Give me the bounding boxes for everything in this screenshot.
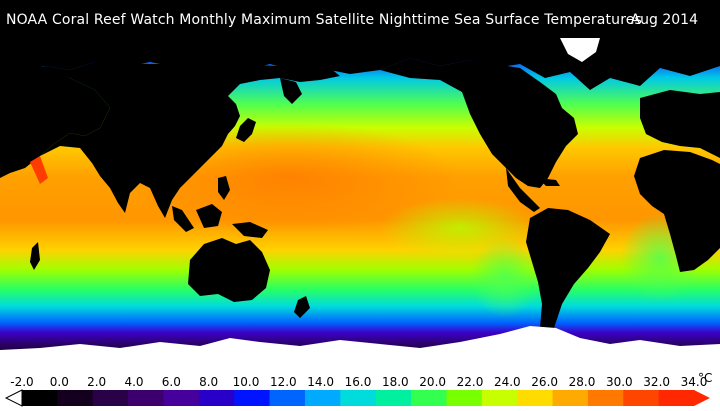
legend-color-swatch (304, 390, 341, 406)
legend-color-swatch (128, 390, 164, 406)
landmass-kamchatka (280, 78, 302, 104)
landmass-europe (640, 90, 720, 158)
map-header: NOAA Coral Reef Watch Monthly Maximum Sa… (0, 0, 720, 38)
arctic-landmass (0, 38, 720, 90)
legend-tick-label: 32.0 (643, 375, 670, 389)
landmass-eurasia-west (0, 66, 110, 178)
sst-map (0, 38, 720, 369)
greenland-ice (560, 38, 600, 62)
legend-tick-label: 22.0 (457, 375, 484, 389)
red-sea-hot-water (30, 156, 48, 184)
landmass-new-zealand (294, 296, 310, 318)
landmass-north-america (380, 58, 578, 188)
legend-tick-label: 10.0 (233, 375, 260, 389)
landmass-madagascar (30, 242, 40, 270)
legend-max-arrow (694, 390, 710, 406)
landmass-australia (188, 238, 270, 302)
legend-color-swatch (57, 390, 94, 406)
legend-color-swatch (623, 390, 660, 406)
legend-unit: °C (698, 371, 712, 385)
landmass-cuba (538, 178, 560, 186)
landmass-south-america (526, 208, 610, 338)
legend-color-swatch (517, 390, 554, 406)
legend-min-arrow (4, 389, 23, 407)
legend-tick-label: 8.0 (199, 375, 218, 389)
landmass-philippines (218, 176, 230, 200)
legend-color-swatch (411, 390, 447, 406)
legend-color-swatch (269, 390, 306, 406)
landmass-new-guinea (232, 222, 268, 238)
legend-tick-label: 14.0 (307, 375, 334, 389)
legend-tick-label: 28.0 (569, 375, 596, 389)
legend-tick-label: 2.0 (87, 375, 106, 389)
peru-cold-current (470, 238, 540, 318)
landmass-japan (236, 118, 256, 142)
legend-color-swatch (92, 390, 129, 406)
landmass-sumatra (172, 206, 194, 232)
legend-tick-label: 6.0 (162, 375, 181, 389)
legend-tick-label: 30.0 (606, 375, 633, 389)
legend-color-swatch (375, 390, 412, 406)
legend-tick-label: 34.0 (681, 375, 708, 389)
antarctica-ice (0, 326, 720, 369)
landmass-central-america (506, 168, 540, 212)
map-title: NOAA Coral Reef Watch Monthly Maximum Sa… (6, 12, 643, 28)
legend-graphic: -2.0 0.0 2.0 4.0 6.0 8.0 10.0 12.0 14.0 16.0 18.0 2… (4, 371, 712, 407)
landmass-africa (634, 150, 720, 272)
legend-color-swatch (22, 390, 58, 406)
legend-color-swatch (340, 390, 377, 406)
legend-tick-label: 0.0 (50, 375, 69, 389)
legend-tick-label: 12.0 (270, 375, 297, 389)
legend-tick-label: 26.0 (531, 375, 558, 389)
legend-color-swatch (163, 390, 200, 406)
legend-tick-label: 20.0 (419, 375, 446, 389)
legend-color-swatch (587, 390, 624, 406)
landmass-borneo (196, 204, 222, 228)
legend-tick-label: 18.0 (382, 375, 409, 389)
legend-tick-label: -2.0 (10, 375, 33, 389)
legend-color-swatch (198, 390, 235, 406)
legend-color-swatch (552, 390, 589, 406)
legend-color-swatch (658, 390, 695, 406)
legend-tick-label: 24.0 (494, 375, 521, 389)
color-legend: -2.0 0.0 2.0 4.0 6.0 8.0 10.0 12.0 14.0 16.0 18.0 2… (0, 369, 720, 411)
legend-tick-label: 4.0 (124, 375, 143, 389)
legend-color-swatch (481, 390, 518, 406)
legend-color-swatch (234, 390, 271, 406)
landmass-asia (40, 62, 340, 218)
map-date: Aug 2014 (630, 12, 698, 28)
legend-tick-label: 16.0 (345, 375, 372, 389)
legend-color-swatch (446, 390, 483, 406)
